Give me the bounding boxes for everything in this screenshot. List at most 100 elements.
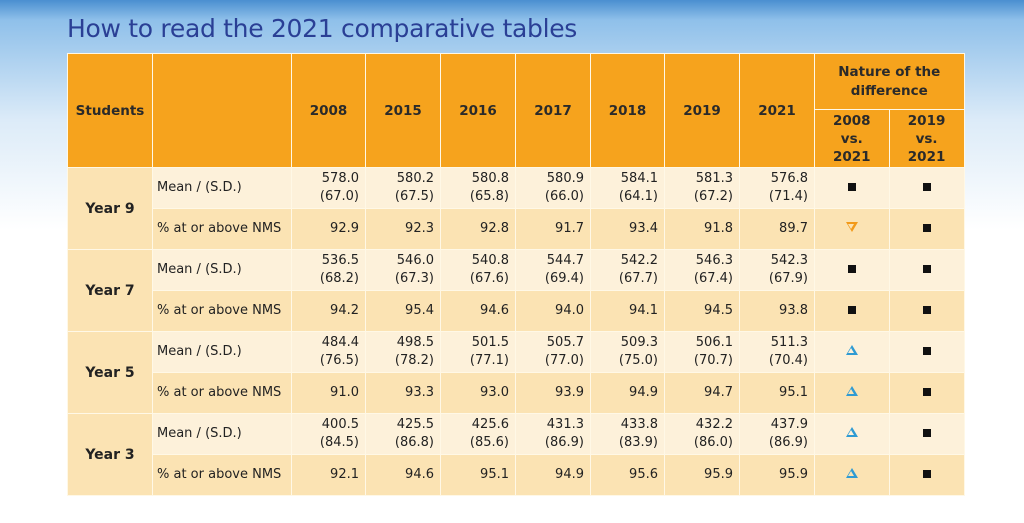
nms-cell: 94.2	[291, 290, 366, 332]
students-header: Students	[67, 53, 153, 168]
nms-cell: 95.4	[365, 290, 441, 332]
nms-cell: 93.9	[515, 372, 591, 414]
nms-cell: 94.5	[664, 290, 740, 332]
mean-cell: 580.2 (67.5)	[365, 167, 441, 209]
nms-cell: 93.0	[440, 372, 516, 414]
group-label: Year 5	[67, 331, 153, 414]
square-icon	[922, 183, 931, 191]
mean-cell: 542.3 (67.9)	[739, 249, 815, 291]
nms-cell: 94.6	[365, 454, 441, 496]
mean-cell: 509.3 (75.0)	[590, 331, 665, 373]
diff-header: 2008 vs. 2021	[814, 109, 890, 168]
table-row: Year 3 Mean / (S.D.) 400.5 (84.5) 425.5 (86.8…	[67, 413, 965, 496]
difference-cell	[888, 454, 965, 496]
difference-cell	[814, 208, 890, 250]
difference-cell	[814, 290, 890, 332]
row-label: Mean / (S.D.)	[152, 331, 292, 373]
row-label: % at or above NMS	[152, 372, 292, 414]
square-icon	[922, 265, 931, 273]
triangle-up-icon	[845, 427, 858, 437]
mean-cell: 511.3 (70.4)	[739, 331, 815, 373]
triangle-down-icon	[845, 222, 858, 232]
difference-cell	[814, 454, 890, 496]
row-label: % at or above NMS	[152, 290, 292, 332]
year-header: 2021	[739, 53, 815, 168]
table-row: % at or above NMS 94.2 95.4 94.6 94.0 94.1 94.…	[68, 290, 965, 332]
difference-cell	[814, 372, 890, 414]
year-header: 2016	[440, 53, 516, 168]
table-row: Year 5 Mean / (S.D.) 484.4 (76.5) 498.5 (78.2…	[67, 331, 965, 414]
mean-cell: 584.1 (64.1)	[590, 167, 665, 209]
nms-cell: 95.1	[739, 372, 815, 414]
difference-cell	[888, 167, 965, 209]
difference-cell	[814, 413, 890, 455]
mean-cell: 498.5 (78.2)	[365, 331, 441, 373]
nms-cell: 95.9	[739, 454, 815, 496]
mean-cell: 536.5 (68.2)	[291, 249, 366, 291]
nms-cell: 95.1	[440, 454, 516, 496]
square-icon	[922, 347, 931, 355]
group-label: Year 9	[67, 167, 153, 250]
square-icon	[922, 470, 931, 478]
mean-cell: 576.8 (71.4)	[739, 167, 815, 209]
triangle-up-icon	[845, 345, 858, 355]
mean-cell: 425.6 (85.6)	[440, 413, 516, 455]
nms-cell: 91.7	[515, 208, 591, 250]
nms-cell: 92.8	[440, 208, 516, 250]
year-header: 2017	[515, 53, 591, 168]
square-icon	[847, 265, 856, 273]
table-row: Year 7 Mean / (S.D.) 536.5 (68.2) 546.0 (67.3…	[67, 249, 965, 332]
nms-cell: 91.8	[664, 208, 740, 250]
mean-cell: 544.7 (69.4)	[515, 249, 591, 291]
table-row: % at or above NMS 92.9 92.3 92.8 91.7 93.4 91.…	[68, 208, 965, 250]
nms-cell: 92.3	[365, 208, 441, 250]
nms-cell: 94.9	[590, 372, 665, 414]
mean-cell: 437.9 (86.9)	[739, 413, 815, 455]
year-header: 2018	[590, 53, 665, 168]
mean-cell: 433.8 (83.9)	[590, 413, 665, 455]
year-header: 2008	[291, 53, 366, 168]
square-icon	[922, 388, 931, 396]
mean-cell: 546.0 (67.3)	[365, 249, 441, 291]
nms-cell: 94.6	[440, 290, 516, 332]
group-label: Year 3	[67, 413, 153, 496]
mean-cell: 580.8 (65.8)	[440, 167, 516, 209]
triangle-up-icon	[845, 386, 858, 396]
difference-cell	[888, 413, 965, 455]
mean-cell: 484.4 (76.5)	[291, 331, 366, 373]
nms-cell: 95.9	[664, 454, 740, 496]
mean-cell: 581.3 (67.2)	[664, 167, 740, 209]
page-title: How to read the 2021 comparative tables	[67, 14, 578, 43]
nms-cell: 93.3	[365, 372, 441, 414]
nms-cell: 93.4	[590, 208, 665, 250]
row-label: Mean / (S.D.)	[152, 167, 292, 209]
triangle-up-icon	[845, 468, 858, 478]
row-label: % at or above NMS	[152, 208, 292, 250]
mean-cell: 431.3 (86.9)	[515, 413, 591, 455]
difference-cell	[888, 290, 965, 332]
square-icon	[847, 306, 856, 314]
mean-cell: 400.5 (84.5)	[291, 413, 366, 455]
mean-cell: 432.2 (86.0)	[664, 413, 740, 455]
nms-cell: 95.6	[590, 454, 665, 496]
nms-cell: 94.0	[515, 290, 591, 332]
group-label: Year 7	[67, 249, 153, 332]
mean-cell: 580.9 (66.0)	[515, 167, 591, 209]
comparative-table: Students 2008 2015 2016 2017 2018 2019 2…	[67, 53, 965, 496]
nms-cell: 91.0	[291, 372, 366, 414]
nms-cell: 94.1	[590, 290, 665, 332]
nms-cell: 94.7	[664, 372, 740, 414]
year-header: 2015	[365, 53, 441, 168]
nms-cell: 92.9	[291, 208, 366, 250]
nms-cell: 92.1	[291, 454, 366, 496]
mean-cell: 546.3 (67.4)	[664, 249, 740, 291]
difference-cell	[888, 331, 965, 373]
square-icon	[922, 429, 931, 437]
table-row: Year 9 Mean / (S.D.) 578.0 (67.0) 580.2 (67.5…	[67, 167, 965, 250]
difference-cell	[814, 167, 890, 209]
mean-cell: 542.2 (67.7)	[590, 249, 665, 291]
year-header: 2019	[664, 53, 740, 168]
mean-cell: 425.5 (86.8)	[365, 413, 441, 455]
square-icon	[922, 306, 931, 314]
mean-cell: 540.8 (67.6)	[440, 249, 516, 291]
